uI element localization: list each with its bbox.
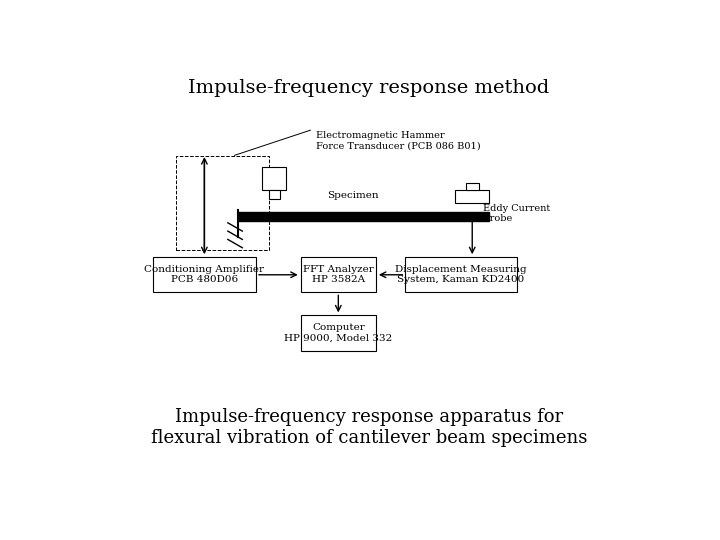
Bar [456, 191, 489, 203]
Text: Specimen: Specimen [327, 191, 379, 200]
Text: FFT Analyzer
HP 3582A: FFT Analyzer HP 3582A [303, 265, 374, 285]
Bar [262, 167, 287, 190]
Bar [269, 190, 280, 199]
Text: Electromagnetic Hammer
Force Transducer (PCB 086 B01): Electromagnetic Hammer Force Transducer … [316, 131, 481, 151]
Text: Impulse-frequency response apparatus for
flexural vibration of cantilever beam s: Impulse-frequency response apparatus for… [150, 408, 588, 447]
Text: Computer
HP 9000, Model 332: Computer HP 9000, Model 332 [284, 323, 392, 343]
Text: Conditioning Amplifier
PCB 480D06: Conditioning Amplifier PCB 480D06 [145, 265, 264, 285]
Bar [153, 257, 256, 293]
Bar [301, 257, 376, 293]
Bar [176, 156, 269, 250]
Bar [405, 257, 517, 293]
Text: Displacement Measuring
System, Kaman KD2400: Displacement Measuring System, Kaman KD2… [395, 265, 527, 285]
Bar [301, 315, 376, 350]
Bar [238, 212, 489, 221]
Bar [466, 183, 479, 191]
Text: Eddy Current
Probe: Eddy Current Probe [483, 204, 551, 224]
Text: Impulse-frequency response method: Impulse-frequency response method [189, 79, 549, 97]
